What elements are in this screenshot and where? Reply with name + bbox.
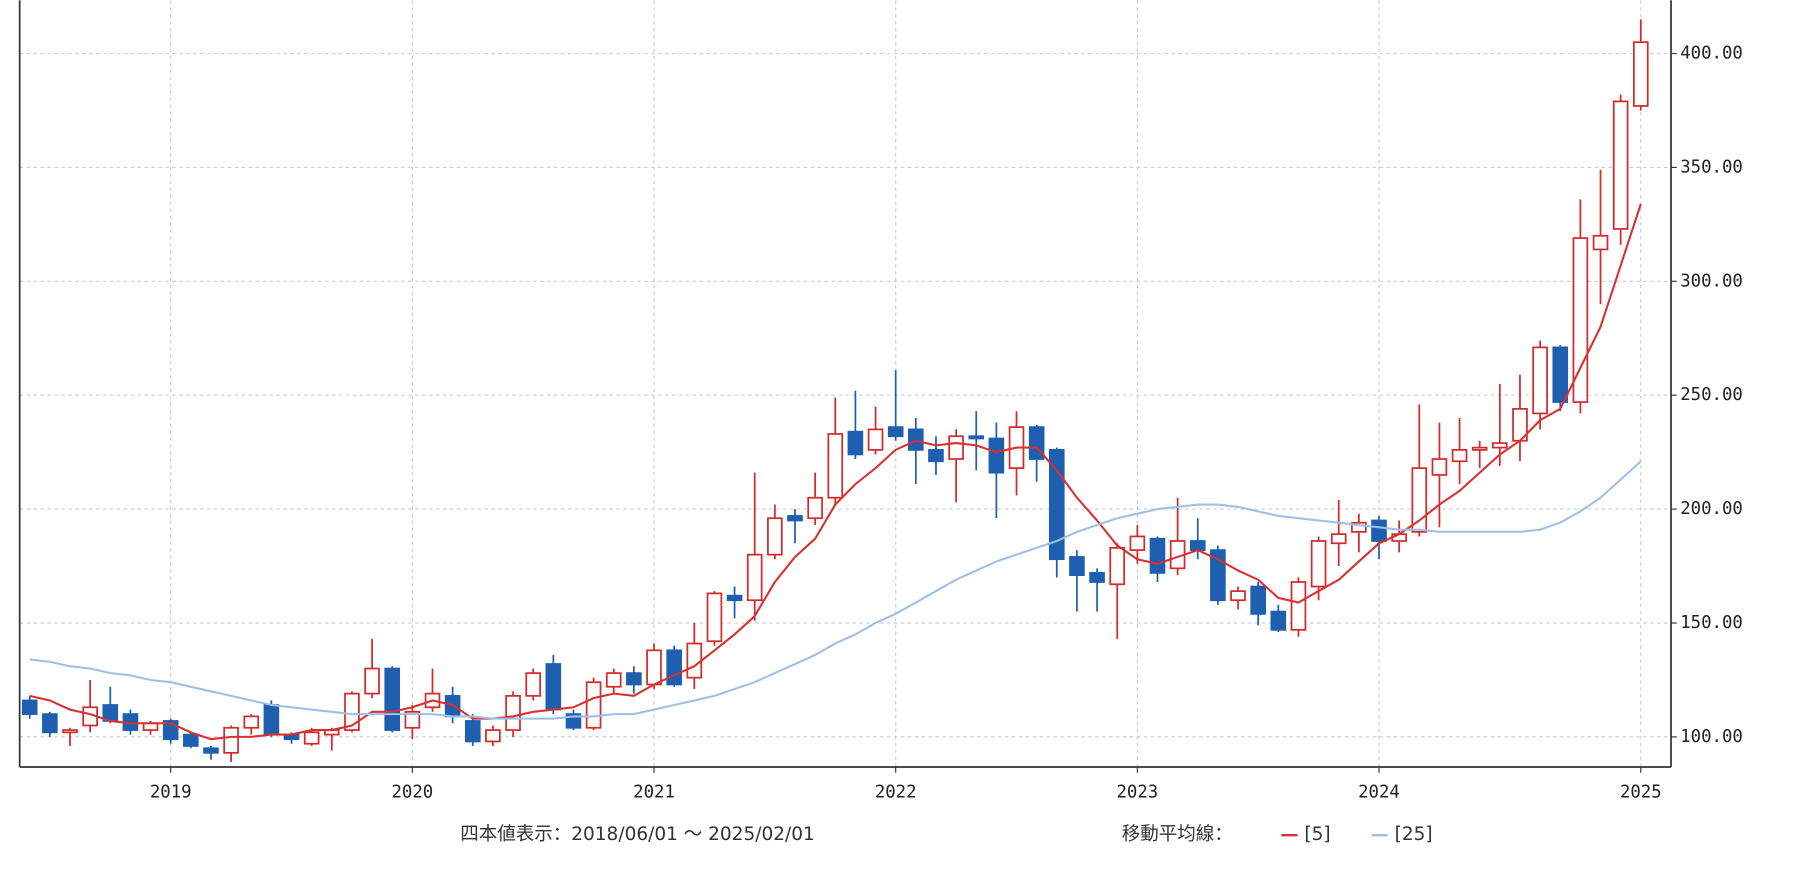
legend-label: [25]: [1395, 824, 1433, 845]
candle-body: [1089, 572, 1105, 583]
candle-body: [928, 449, 944, 463]
candle-body: [807, 496, 823, 520]
y-tick-label: 300.00: [1680, 271, 1743, 291]
candle-body: [1552, 346, 1569, 403]
candle-body: [223, 726, 239, 754]
y-tick-label: 150.00: [1680, 613, 1743, 633]
legend-label: [5]: [1304, 824, 1330, 845]
candle-body: [183, 733, 199, 747]
candle-body: [303, 731, 320, 745]
candle-body: [62, 729, 78, 734]
candle-body: [1129, 535, 1146, 551]
legend-title: 移動平均線：: [1122, 824, 1233, 845]
candle-body: [787, 515, 803, 522]
candle-body: [203, 747, 219, 754]
x-tick-label: 2020: [391, 782, 433, 802]
candle-body: [1310, 540, 1327, 588]
candle-body: [847, 430, 864, 456]
candle-body: [1351, 521, 1367, 533]
candle-body: [384, 667, 401, 731]
candle-body: [525, 672, 541, 697]
candle-body: [887, 426, 904, 438]
candle-body: [1189, 540, 1206, 551]
candle-body: [1210, 549, 1226, 602]
candle-body: [646, 649, 662, 686]
ma-line: [29, 460, 1642, 720]
candle-body: [1230, 590, 1246, 602]
candle-body: [1411, 467, 1428, 533]
candle-body: [21, 699, 38, 715]
candle-body: [827, 433, 844, 499]
candle-body: [988, 437, 1005, 474]
candle-body: [344, 692, 360, 731]
candle-body: [1532, 346, 1548, 415]
candle-body: [1330, 533, 1347, 545]
candle-body: [968, 435, 985, 440]
legend: [5] [25]: [1281, 824, 1433, 845]
candle-body: [1471, 446, 1488, 451]
candle-body: [1048, 449, 1065, 561]
candle-body: [1632, 41, 1649, 107]
x-tick-label: 2023: [1116, 782, 1158, 802]
candle-body: [1371, 519, 1387, 542]
x-tick-label: 2024: [1358, 782, 1400, 802]
candle-body: [1250, 585, 1266, 615]
candle-body: [263, 704, 280, 736]
range-label: 四本値表示：2018/06/01 〜 2025/02/01: [460, 824, 815, 845]
grid: 100.00 150.00 200.00 250.00 300.00 350.00 400.…: [19, 0, 1743, 802]
candle-body: [505, 695, 521, 731]
candle-body: [243, 715, 260, 729]
x-tick-label: 2022: [875, 782, 917, 802]
candle-body: [485, 729, 501, 743]
plot-area: [21, 19, 1649, 762]
candle-body: [686, 642, 703, 679]
candle-body: [626, 672, 642, 686]
y-tick-label: 200.00: [1680, 499, 1743, 519]
y-tick-label: 100.00: [1680, 727, 1743, 747]
candle-body: [1270, 610, 1287, 631]
candle-body: [867, 428, 884, 451]
y-tick-label: 350.00: [1680, 157, 1743, 177]
candle-body: [1492, 442, 1508, 449]
candle-body: [767, 517, 783, 556]
candle-body: [364, 667, 380, 695]
ma-line: [29, 203, 1642, 741]
candle-body: [726, 594, 743, 602]
candle-body: [948, 435, 964, 460]
candle-body: [1290, 581, 1307, 631]
candle-body: [42, 713, 58, 734]
x-tick-label: 2025: [1620, 782, 1662, 802]
x-tick-label: 2019: [150, 782, 192, 802]
candle-body: [666, 649, 682, 686]
candle-body: [706, 592, 723, 643]
candle-body: [1069, 556, 1085, 577]
candle-body: [545, 663, 562, 711]
x-tick-label: 2021: [633, 782, 675, 802]
candle-body: [1149, 537, 1166, 574]
y-tick-label: 400.00: [1680, 44, 1743, 64]
candle-body: [605, 672, 622, 688]
candle-body: [404, 710, 421, 729]
candle-body: [1592, 234, 1609, 251]
candle-body: [1431, 458, 1448, 476]
y-tick-label: 250.00: [1680, 385, 1743, 405]
candle-body: [1612, 100, 1629, 230]
candle-body: [908, 428, 924, 451]
candle-body: [746, 553, 763, 602]
candle-body: [464, 720, 481, 743]
candle-body: [585, 681, 602, 729]
candle-body: [1109, 546, 1126, 586]
candle-body: [1451, 449, 1468, 463]
